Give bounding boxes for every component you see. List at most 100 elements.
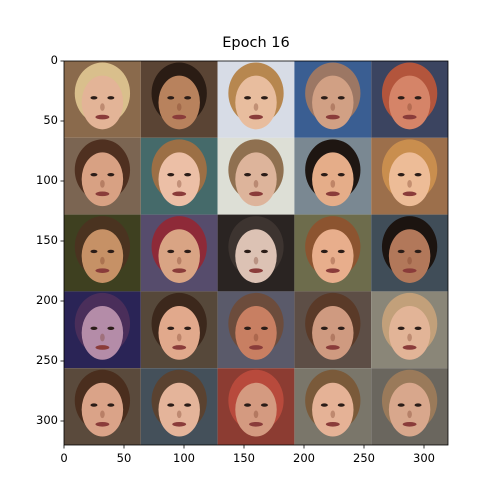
face-skin-17 xyxy=(235,305,277,360)
x-tick-label-1: 50 xyxy=(116,451,132,465)
face-eye-left-5 xyxy=(90,172,98,177)
face-nose-9 xyxy=(407,180,412,188)
face-mouth-6 xyxy=(172,191,187,197)
face-eye-right-22 xyxy=(260,403,268,407)
face-eye-right-6 xyxy=(184,172,192,177)
face-skin-3 xyxy=(312,75,354,130)
face-eye-left-18 xyxy=(320,326,328,330)
face-eye-left-8 xyxy=(320,172,328,177)
face-nose-3 xyxy=(330,103,336,111)
face-nose-17 xyxy=(253,333,259,342)
face-eye-left-19 xyxy=(397,326,405,330)
face-mouth-4 xyxy=(402,114,417,120)
face-nose-11 xyxy=(176,256,182,265)
y-tick-label-6: 300 xyxy=(36,413,58,427)
face-eye-left-1 xyxy=(167,96,175,100)
x-tick-label-2: 100 xyxy=(173,451,195,465)
face-eye-left-7 xyxy=(244,172,252,177)
face-eye-right-2 xyxy=(260,96,268,100)
face-nose-5 xyxy=(100,180,105,188)
face-mouth-10 xyxy=(95,268,110,273)
face-mouth-17 xyxy=(249,345,263,350)
face-mouth-20 xyxy=(95,421,110,427)
face-nose-21 xyxy=(176,410,182,419)
face-nose-10 xyxy=(100,256,105,265)
face-eye-left-6 xyxy=(167,172,175,177)
chart-title: Epoch 16 xyxy=(222,35,290,51)
face-mouth-12 xyxy=(249,268,263,273)
face-eye-right-0 xyxy=(107,96,115,100)
face-mouth-5 xyxy=(95,191,110,197)
face-eye-right-17 xyxy=(260,326,268,330)
face-eye-left-12 xyxy=(244,249,252,254)
face-eye-right-4 xyxy=(414,96,422,100)
face-skin-16 xyxy=(158,305,200,360)
face-eye-left-16 xyxy=(167,326,175,330)
face-eye-right-24 xyxy=(414,403,422,407)
face-nose-0 xyxy=(100,103,105,111)
face-nose-23 xyxy=(330,410,336,419)
face-mouth-7 xyxy=(249,191,263,197)
face-eye-right-18 xyxy=(337,326,345,330)
face-mouth-0 xyxy=(95,114,110,120)
face-eye-left-22 xyxy=(244,403,252,407)
y-tick-label-3: 150 xyxy=(36,233,58,247)
face-nose-24 xyxy=(407,410,412,419)
face-skin-6 xyxy=(158,152,200,207)
face-eye-left-11 xyxy=(167,249,175,254)
face-eye-left-21 xyxy=(167,403,175,407)
face-eye-right-8 xyxy=(337,172,345,177)
face-skin-21 xyxy=(158,382,200,437)
face-nose-22 xyxy=(253,410,259,419)
face-mouth-15 xyxy=(95,345,110,350)
face-nose-4 xyxy=(407,103,412,111)
face-skin-19 xyxy=(388,305,431,360)
face-eye-right-21 xyxy=(184,403,192,407)
face-skin-24 xyxy=(388,382,431,437)
face-nose-19 xyxy=(407,333,412,342)
face-nose-14 xyxy=(407,256,412,265)
face-mouth-23 xyxy=(325,421,340,427)
face-eye-right-7 xyxy=(260,172,268,177)
x-tick-label-6: 300 xyxy=(413,451,435,465)
face-eye-left-2 xyxy=(244,96,252,100)
x-tick-label-0: 0 xyxy=(60,451,68,465)
face-skin-13 xyxy=(312,229,354,283)
face-eye-right-1 xyxy=(184,96,192,100)
face-skin-1 xyxy=(158,75,200,130)
face-skin-4 xyxy=(388,75,431,130)
face-nose-1 xyxy=(176,103,182,111)
face-eye-right-15 xyxy=(107,326,115,330)
face-eye-left-4 xyxy=(397,96,405,100)
face-eye-right-20 xyxy=(107,403,115,407)
face-nose-16 xyxy=(176,333,182,342)
face-eye-left-9 xyxy=(397,172,405,177)
face-nose-7 xyxy=(253,180,259,188)
face-eye-left-23 xyxy=(320,403,328,407)
y-tick-label-1: 50 xyxy=(43,113,58,127)
face-eye-right-16 xyxy=(184,326,192,330)
face-mouth-9 xyxy=(402,191,417,197)
face-skin-8 xyxy=(312,152,354,207)
face-eye-left-14 xyxy=(397,249,405,254)
face-skin-5 xyxy=(81,152,124,207)
y-tick-label-2: 100 xyxy=(36,173,58,187)
face-eye-left-15 xyxy=(90,326,98,330)
face-skin-2 xyxy=(235,75,277,130)
face-skin-23 xyxy=(312,382,354,437)
face-eye-left-24 xyxy=(397,403,405,407)
face-eye-right-12 xyxy=(260,249,268,254)
face-mouth-21 xyxy=(172,421,187,427)
face-eye-left-20 xyxy=(90,403,98,407)
face-nose-12 xyxy=(253,256,259,265)
face-nose-18 xyxy=(330,333,336,342)
face-eye-left-3 xyxy=(320,96,328,100)
face-nose-20 xyxy=(100,410,105,419)
face-mouth-2 xyxy=(249,114,263,120)
face-eye-left-13 xyxy=(320,249,328,254)
x-tick-label-3: 150 xyxy=(233,451,255,465)
y-tick-label-0: 0 xyxy=(50,53,58,67)
face-eye-right-10 xyxy=(107,249,115,254)
